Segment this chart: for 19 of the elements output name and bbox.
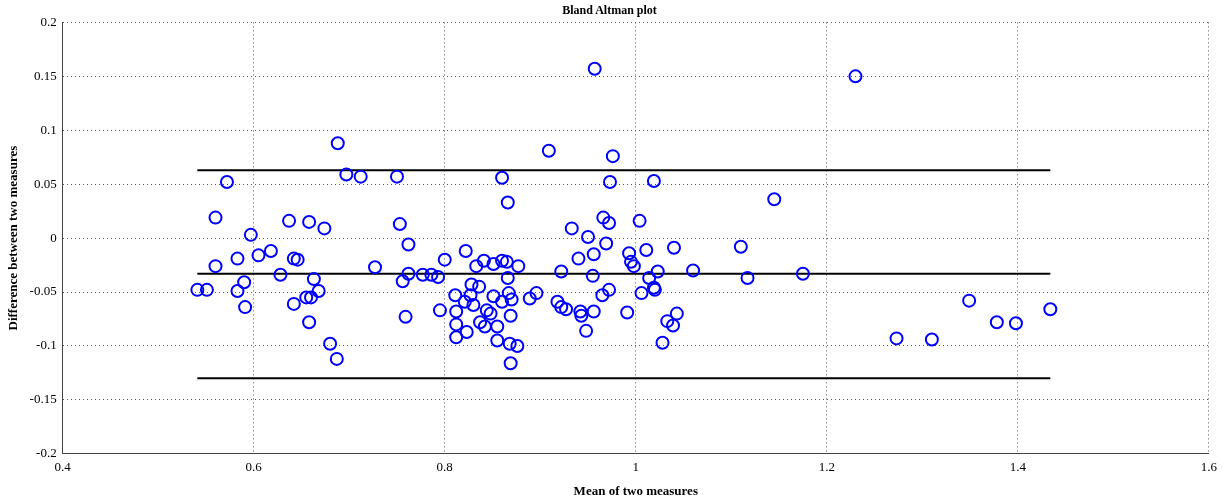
x-tick-label: 0.6 bbox=[245, 459, 263, 475]
y-tick-label: 0.2 bbox=[40, 13, 57, 29]
chart-title: Bland Altman plot bbox=[562, 3, 657, 18]
x-tick-label: 1.6 bbox=[1200, 459, 1218, 475]
x-tick-label: 1.4 bbox=[1009, 459, 1027, 475]
y-tick-label: 0.05 bbox=[33, 175, 57, 191]
x-tick-label: 0.8 bbox=[436, 459, 453, 475]
y-tick-label: 0.1 bbox=[40, 121, 57, 137]
y-tick-label: 0 bbox=[50, 229, 57, 245]
y-tick-label: 0.15 bbox=[33, 67, 57, 83]
x-tick-label: 1 bbox=[632, 459, 640, 475]
y-tick-label: -0.05 bbox=[29, 283, 57, 299]
y-axis-title: Difference between two measures bbox=[5, 145, 21, 331]
x-tick-label: 1.2 bbox=[818, 459, 835, 475]
y-tick-label: -0.15 bbox=[29, 391, 57, 407]
y-tick-label: -0.2 bbox=[36, 445, 57, 461]
x-tick-label: 0.4 bbox=[54, 459, 72, 475]
y-tick-label: -0.1 bbox=[36, 337, 57, 353]
x-axis-title: Mean of two measures bbox=[573, 482, 698, 498]
